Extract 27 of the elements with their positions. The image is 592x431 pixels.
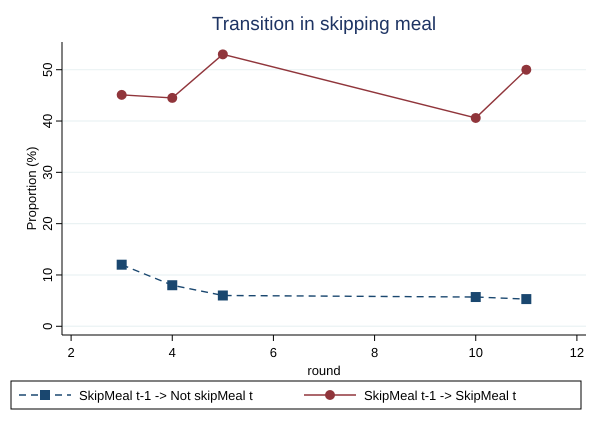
x-tick-label: 4 [168, 345, 176, 360]
legend-label: SkipMeal t-1 -> SkipMeal t [364, 388, 516, 403]
y-tick-label: 30 [40, 165, 55, 180]
point [116, 90, 127, 100]
y-tick-label: 20 [40, 216, 55, 231]
point [218, 49, 228, 60]
x-tick-label: 2 [67, 345, 75, 360]
y-tick-label: 10 [40, 268, 55, 282]
y-tick-label: 0 [40, 322, 55, 330]
x-tick-label: 8 [370, 345, 378, 360]
y-tick-label: 40 [40, 114, 55, 128]
point [167, 280, 178, 290]
point [116, 260, 127, 270]
chart-title: Transition in skipping meal [212, 14, 436, 35]
point [470, 292, 481, 302]
point [218, 290, 228, 300]
x-tick-label: 6 [270, 345, 278, 360]
point [521, 294, 532, 304]
legend-label: SkipMeal t-1 -> Not skipMeal t [79, 388, 254, 403]
point [167, 92, 178, 103]
point [470, 112, 481, 123]
x-axis-title: round [307, 363, 341, 378]
point [521, 64, 532, 75]
x-tick-label: 12 [570, 345, 584, 360]
y-tick-label: 50 [40, 62, 55, 77]
x-tick-label: 10 [468, 345, 483, 360]
y-axis-title: Proportion (%) [24, 146, 39, 230]
